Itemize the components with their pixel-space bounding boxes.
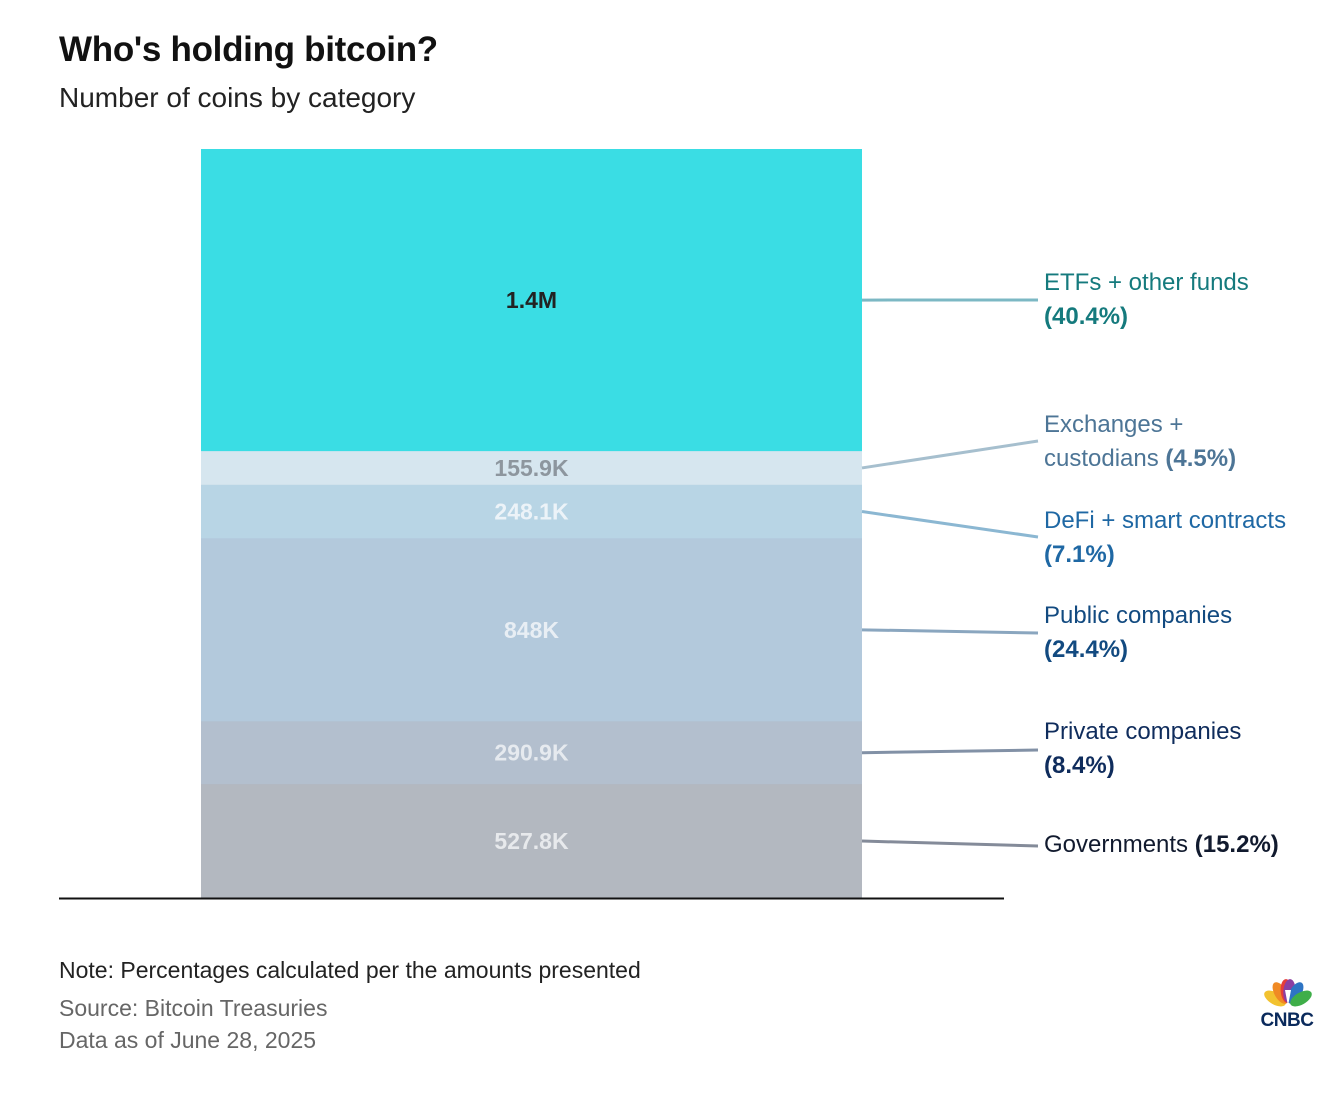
bar-segment-defi-smart-contracts bbox=[201, 484, 862, 539]
legend-category-label: DeFi + smart contracts bbox=[1044, 504, 1286, 538]
legend-label-text: Governments bbox=[1044, 831, 1189, 858]
legend-percent: (15.2%) bbox=[1194, 831, 1279, 858]
value-label: 848K bbox=[504, 617, 559, 643]
legend-percent: (24.4%) bbox=[1044, 636, 1129, 663]
legend-item: Governments (15.2%) bbox=[1044, 828, 1279, 862]
bar-segment-governments bbox=[201, 784, 862, 899]
bar-segment-private-companies bbox=[201, 721, 862, 785]
legend-connector-line bbox=[861, 439, 1039, 470]
legend-category-label: custodians (4.5%) bbox=[1044, 442, 1236, 476]
legend-category-label: Public companies bbox=[1044, 599, 1232, 633]
legend-item: DeFi + smart contracts (7.1%) bbox=[1044, 504, 1286, 572]
legend-percent: (40.4%) bbox=[1044, 303, 1129, 330]
peacock-feather bbox=[1264, 990, 1286, 1007]
legend-item: ETFs + other funds (40.4%) bbox=[1044, 266, 1249, 334]
legend-label-text: DeFi + smart contracts bbox=[1044, 507, 1287, 534]
legend-category-label: Exchanges + bbox=[1044, 408, 1236, 442]
legend-connector-line bbox=[861, 510, 1039, 539]
chart-title: Who's holding bitcoin? bbox=[59, 30, 438, 69]
legend-label-text: custodians bbox=[1044, 445, 1159, 472]
value-label: 527.8K bbox=[494, 828, 569, 854]
value-label: 155.9K bbox=[494, 455, 569, 481]
legend-category-label: Governments (15.2%) bbox=[1044, 828, 1279, 862]
peacock-feather bbox=[1287, 982, 1304, 1004]
legend-connector-line bbox=[861, 839, 1039, 848]
legend-label-text: Public companies bbox=[1044, 602, 1233, 629]
legend-item: Private companies (8.4%) bbox=[1044, 715, 1241, 783]
peacock-body bbox=[1285, 990, 1291, 1006]
legend-category-label: ETFs + other funds bbox=[1044, 266, 1249, 300]
source-credit: Source: Bitcoin Treasuries bbox=[59, 995, 328, 1021]
value-label: 1.4M bbox=[506, 287, 557, 313]
cnbc-logo-text: CNBC bbox=[1260, 1010, 1314, 1031]
value-label: 248.1K bbox=[494, 499, 569, 525]
footnote: Note: Percentages calculated per the amo… bbox=[59, 957, 641, 983]
bar-segment-exchanges-custodians bbox=[201, 451, 862, 486]
chart-subtitle: Number of coins by category bbox=[59, 82, 416, 113]
cnbc-peacock-icon bbox=[1264, 979, 1312, 1007]
legend-label-text: Exchanges + bbox=[1044, 411, 1184, 438]
legend-percent: (4.5%) bbox=[1165, 445, 1237, 472]
legend-label-text: ETFs + other funds bbox=[1044, 269, 1249, 296]
legend-category-label: Private companies bbox=[1044, 715, 1241, 749]
legend-connector-line bbox=[861, 748, 1039, 755]
peacock-feather bbox=[1290, 990, 1312, 1007]
data-date: Data as of June 28, 2025 bbox=[59, 1027, 317, 1053]
legend-percent: (8.4%) bbox=[1044, 752, 1115, 779]
legend-item: Exchanges + custodians (4.5%) bbox=[1044, 408, 1236, 476]
bar-segment-public-companies bbox=[201, 538, 862, 722]
bar-segment-etfs-other-funds bbox=[201, 149, 862, 452]
legend-item: Public companies (24.4%) bbox=[1044, 599, 1232, 667]
legend-percent: (7.1%) bbox=[1044, 541, 1115, 568]
legend-connector-line bbox=[861, 628, 1039, 635]
legend-label-text: Private companies bbox=[1044, 718, 1242, 745]
value-label: 290.9K bbox=[494, 740, 569, 766]
